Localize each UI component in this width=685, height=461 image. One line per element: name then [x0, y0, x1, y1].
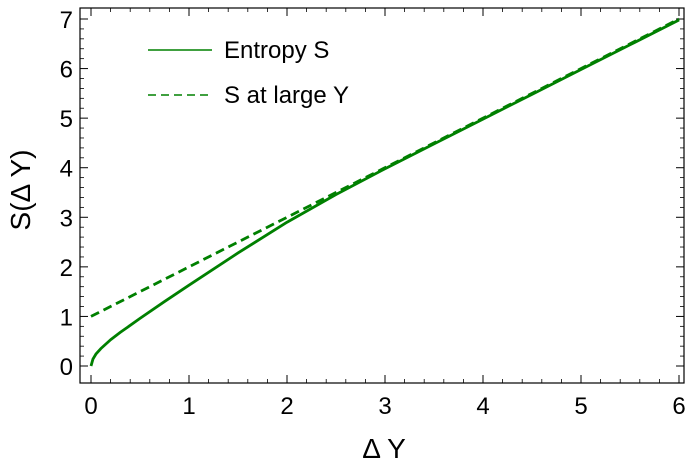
y-axis-label: S(Δ Y): [5, 150, 36, 231]
plot-border: [79, 7, 685, 384]
y-tick-label: 3: [60, 205, 73, 232]
axis-ticks: 0 1 2 3 4 5 6 0 1 2 3 4 5 6 7: [60, 7, 685, 420]
legend-label-entropy: Entropy S: [224, 37, 329, 64]
plot-frame: [79, 7, 685, 384]
y-tick-label: 0: [60, 354, 73, 381]
y-tick-label: 5: [60, 106, 73, 133]
x-tick-label: 4: [476, 393, 489, 420]
y-tick-label: 2: [60, 255, 73, 282]
x-tick-label: 3: [378, 393, 391, 420]
series-line-large-y: [90, 17, 680, 318]
series-lines: [89, 17, 680, 367]
x-tick-label: 1: [182, 393, 195, 420]
x-tick-label: 2: [280, 393, 293, 420]
x-tick-label: 6: [672, 393, 685, 420]
x-tick-label: 5: [574, 393, 587, 420]
series-line-entropy: [89, 18, 680, 367]
y-tick-label: 4: [60, 156, 73, 183]
y-tick-label: 6: [60, 57, 73, 84]
legend-label-large-y: S at large Y: [224, 82, 349, 109]
x-tick-label: 0: [84, 393, 97, 420]
legend: Entropy S S at large Y: [148, 37, 349, 109]
y-tick-label: 1: [60, 304, 73, 331]
x-axis-label: Δ Y: [362, 433, 406, 461]
y-tick-label: 7: [60, 7, 73, 34]
